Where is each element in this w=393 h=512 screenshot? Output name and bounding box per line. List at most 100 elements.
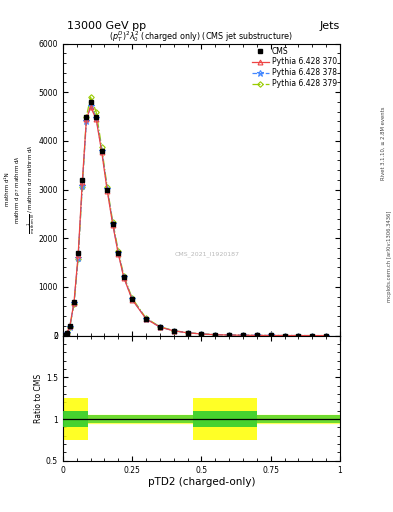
- CMS: [68, 323, 72, 329]
- Bar: [63, 411, 88, 428]
- Pythia 6.428 379: [94, 109, 99, 115]
- Pythia 6.428 378: [80, 183, 84, 189]
- Pythia 6.428 379: [171, 328, 176, 334]
- Pythia 6.428 378: [158, 324, 162, 330]
- Pythia 6.428 379: [72, 302, 76, 308]
- Text: Jets: Jets: [320, 20, 340, 31]
- Pythia 6.428 379: [84, 114, 89, 120]
- Bar: [193, 411, 257, 428]
- Pythia 6.428 378: [255, 332, 259, 338]
- Pythia 6.428 378: [296, 332, 301, 338]
- CMS: [76, 250, 81, 256]
- Pythia 6.428 378: [282, 332, 287, 338]
- Pythia 6.428 379: [227, 332, 231, 338]
- Pythia 6.428 379: [88, 94, 93, 100]
- Title: $(p_T^D)^2\lambda_0^2$ (charged only) (CMS jet substructure): $(p_T^D)^2\lambda_0^2$ (charged only) (C…: [109, 29, 294, 44]
- CMS: [241, 332, 245, 338]
- CMS: [255, 332, 259, 338]
- CMS: [296, 332, 301, 338]
- Pythia 6.428 370: [76, 252, 81, 259]
- Pythia 6.428 379: [268, 332, 273, 338]
- Pythia 6.428 370: [105, 187, 110, 194]
- Pythia 6.428 378: [227, 332, 231, 338]
- Pythia 6.428 378: [76, 254, 81, 261]
- Pythia 6.428 379: [110, 219, 115, 225]
- Pythia 6.428 370: [94, 116, 99, 122]
- Y-axis label: Ratio to CMS: Ratio to CMS: [34, 374, 43, 423]
- Pythia 6.428 379: [199, 331, 204, 337]
- Pythia 6.428 379: [68, 324, 72, 330]
- Bar: [193, 398, 257, 440]
- CMS: [282, 332, 287, 338]
- Bar: [63, 398, 88, 440]
- Text: 13000 GeV pp: 13000 GeV pp: [67, 20, 146, 31]
- CMS: [158, 324, 162, 330]
- Line: CMS: CMS: [62, 100, 328, 338]
- Pythia 6.428 370: [310, 332, 314, 338]
- Pythia 6.428 370: [199, 331, 204, 337]
- Pythia 6.428 378: [310, 332, 314, 338]
- CMS: [65, 330, 70, 336]
- Y-axis label: mathrm d²N
mathrm d $p_T$ mathrm d$\lambda$
$\frac{1}{\mathrm{mathrm}\,N}$ / mat: mathrm d²N mathrm d $p_T$ mathrm d$\lamb…: [5, 145, 37, 234]
- Pythia 6.428 379: [241, 332, 245, 338]
- Pythia 6.428 379: [324, 332, 329, 338]
- Pythia 6.428 370: [80, 179, 84, 185]
- Pythia 6.428 379: [65, 330, 70, 336]
- Pythia 6.428 370: [130, 296, 134, 303]
- Pythia 6.428 378: [324, 332, 329, 338]
- Pythia 6.428 378: [65, 330, 70, 336]
- Pythia 6.428 379: [105, 184, 110, 190]
- CMS: [105, 186, 110, 193]
- Bar: [63, 415, 340, 423]
- Pythia 6.428 370: [144, 316, 149, 322]
- Pythia 6.428 379: [80, 184, 84, 190]
- Pythia 6.428 378: [199, 331, 204, 337]
- CMS: [324, 332, 329, 338]
- Bar: [257, 415, 340, 423]
- CMS: [268, 332, 273, 338]
- Pythia 6.428 370: [116, 251, 121, 257]
- Pythia 6.428 379: [310, 332, 314, 338]
- CMS: [88, 99, 93, 105]
- CMS: [94, 114, 99, 120]
- Pythia 6.428 378: [268, 332, 273, 338]
- CMS: [84, 114, 89, 120]
- Pythia 6.428 379: [99, 144, 104, 151]
- Pythia 6.428 378: [62, 332, 67, 338]
- Pythia 6.428 378: [68, 324, 72, 330]
- Text: CMS_2021_I1920187: CMS_2021_I1920187: [174, 251, 239, 257]
- Pythia 6.428 370: [62, 332, 67, 338]
- Pythia 6.428 378: [241, 332, 245, 338]
- Pythia 6.428 378: [99, 147, 104, 154]
- CMS: [310, 332, 314, 338]
- Pythia 6.428 370: [241, 332, 245, 338]
- Pythia 6.428 370: [268, 332, 273, 338]
- CMS: [110, 221, 115, 227]
- Pythia 6.428 378: [213, 332, 218, 338]
- Pythia 6.428 378: [185, 330, 190, 336]
- Pythia 6.428 370: [185, 330, 190, 336]
- Pythia 6.428 378: [121, 274, 126, 280]
- Bar: [88, 415, 193, 423]
- CMS: [199, 331, 204, 337]
- Pythia 6.428 379: [116, 248, 121, 254]
- Pythia 6.428 379: [144, 315, 149, 321]
- CMS: [72, 298, 76, 305]
- Pythia 6.428 370: [282, 332, 287, 338]
- Pythia 6.428 378: [144, 315, 149, 322]
- CMS: [121, 274, 126, 280]
- Pythia 6.428 379: [121, 273, 126, 279]
- Pythia 6.428 379: [282, 332, 287, 338]
- Pythia 6.428 379: [62, 332, 67, 338]
- Pythia 6.428 379: [255, 332, 259, 338]
- Pythia 6.428 378: [105, 186, 110, 192]
- CMS: [213, 332, 218, 338]
- Line: Pythia 6.428 370: Pythia 6.428 370: [62, 104, 329, 338]
- CMS: [171, 328, 176, 334]
- Pythia 6.428 379: [158, 324, 162, 330]
- Pythia 6.428 370: [324, 332, 329, 338]
- CMS: [144, 315, 149, 322]
- Pythia 6.428 379: [76, 255, 81, 262]
- X-axis label: pTD2 (charged-only): pTD2 (charged-only): [148, 477, 255, 487]
- Pythia 6.428 379: [185, 330, 190, 336]
